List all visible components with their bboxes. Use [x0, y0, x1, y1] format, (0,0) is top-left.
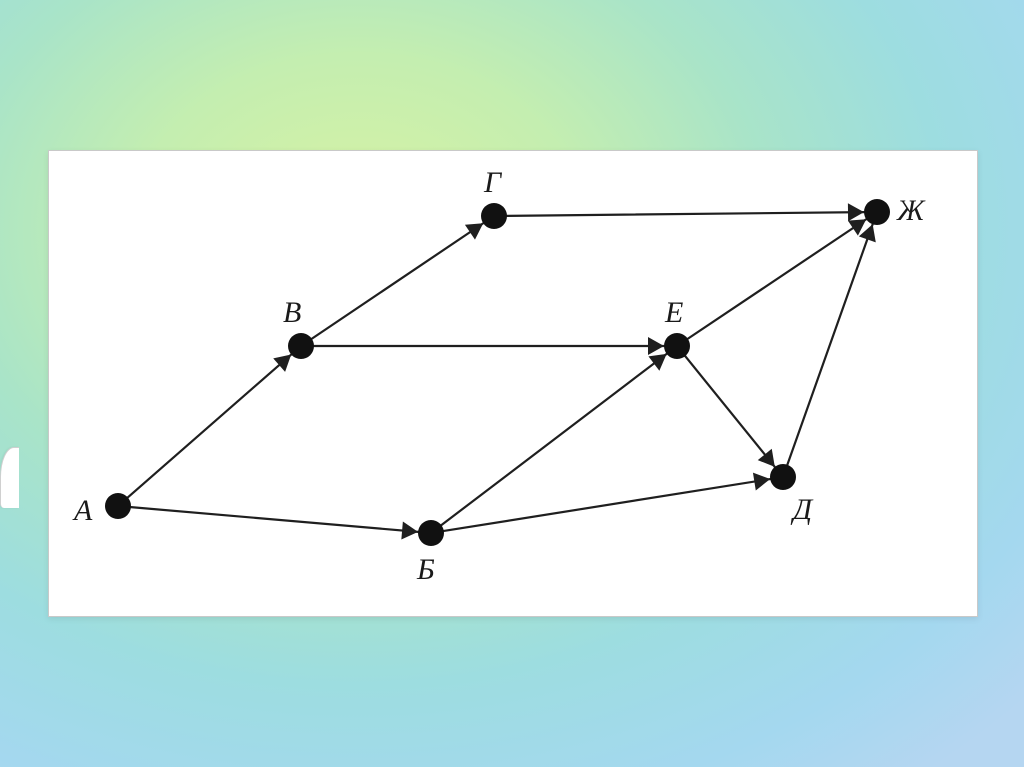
diagram-panel: А Б В Г Е Д Ж	[48, 150, 978, 617]
graph-node	[481, 203, 507, 229]
graph-node	[770, 464, 796, 490]
graph-edge	[787, 224, 872, 464]
graph-node	[288, 333, 314, 359]
graph-edge	[685, 356, 775, 467]
node-label: Ж	[897, 194, 924, 228]
graph-arrowhead	[648, 337, 664, 355]
node-label: Е	[665, 296, 683, 330]
node-label: В	[283, 296, 301, 330]
graph-node	[664, 333, 690, 359]
page-curl-hint	[0, 447, 19, 508]
graph-node	[864, 199, 890, 225]
graph-edge	[128, 355, 291, 498]
graph-node	[105, 493, 131, 519]
graph-arrowhead	[753, 473, 770, 491]
graph-edge	[507, 212, 864, 216]
node-label: Д	[793, 493, 812, 527]
graph-node	[418, 520, 444, 546]
graph-edge	[131, 507, 418, 532]
graph-edge	[312, 223, 483, 338]
graph-arrowhead	[848, 203, 864, 221]
node-label: Б	[417, 553, 435, 587]
graph-arrowhead	[465, 223, 483, 239]
graph-arrowhead	[758, 449, 775, 467]
graph-edge	[441, 354, 666, 525]
graph-arrowhead	[401, 522, 418, 540]
graph-arrowhead	[648, 354, 666, 371]
graph-svg	[49, 151, 977, 616]
node-label: Г	[484, 166, 501, 200]
node-label: А	[74, 494, 92, 528]
